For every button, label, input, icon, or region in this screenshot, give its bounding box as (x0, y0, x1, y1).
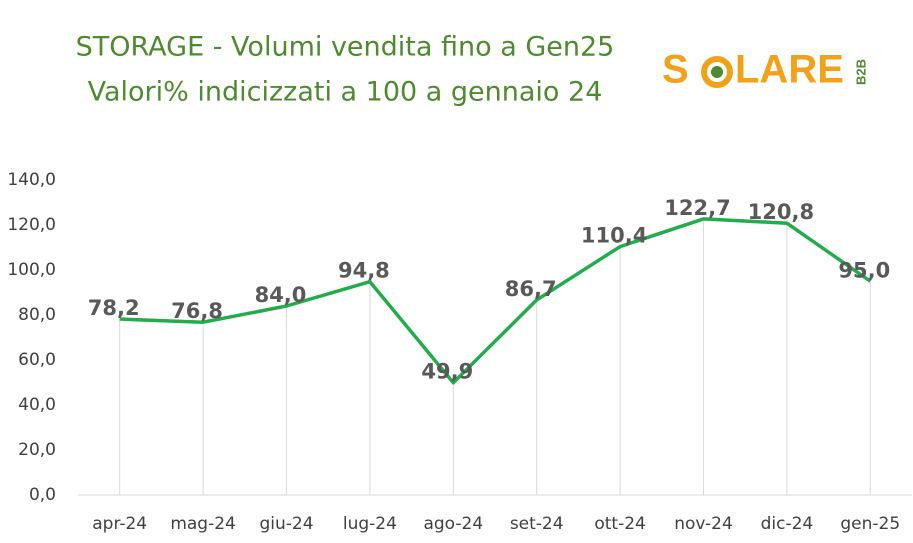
logo-sun-core (711, 66, 723, 78)
data-label: 78,2 (88, 296, 140, 320)
x-tick-label: set-24 (510, 514, 564, 534)
x-tick-label: lug-24 (343, 514, 397, 534)
y-tick-label: 60,0 (18, 350, 56, 370)
data-label: 94,8 (338, 259, 390, 283)
x-tick-label: mag-24 (170, 514, 236, 534)
y-tick-label: 100,0 (7, 260, 56, 280)
y-tick-label: 0,0 (29, 485, 56, 505)
logo-text: S (662, 48, 689, 92)
data-label: 49,9 (421, 360, 473, 384)
x-tick-label: ott-24 (594, 514, 646, 534)
data-label: 84,0 (255, 283, 307, 307)
data-label: 110,4 (581, 224, 647, 248)
y-tick-label: 140,0 (7, 170, 56, 190)
chart-subtitle: Valori% indicizzati a 100 a gennaio 24 (88, 77, 603, 108)
x-tick-label: giu-24 (259, 514, 313, 534)
y-tick-label: 40,0 (18, 395, 56, 415)
logo: S LARE B2B (662, 48, 868, 92)
data-label: 120,8 (748, 200, 814, 224)
x-tick-label: apr-24 (92, 514, 147, 534)
data-label: 86,7 (505, 277, 557, 301)
x-tick-label: ago-24 (423, 514, 483, 534)
logo-text: LARE (735, 48, 844, 92)
y-tick-label: 20,0 (18, 440, 56, 460)
x-tick-label: gen-25 (840, 514, 900, 534)
y-tick-label: 80,0 (18, 305, 56, 325)
series-line (119, 217, 872, 385)
data-label: 76,8 (171, 299, 223, 323)
x-tick-label: dic-24 (761, 514, 814, 534)
x-tick-label: nov-24 (674, 514, 733, 534)
data-label: 122,7 (664, 196, 730, 220)
logo-sun (701, 56, 733, 88)
chart-title: STORAGE - Volumi vendita fino a Gen25 (76, 32, 615, 63)
y-tick-label: 120,0 (7, 215, 56, 235)
logo-badge: B2B (853, 59, 868, 85)
data-label: 95,0 (838, 258, 890, 282)
